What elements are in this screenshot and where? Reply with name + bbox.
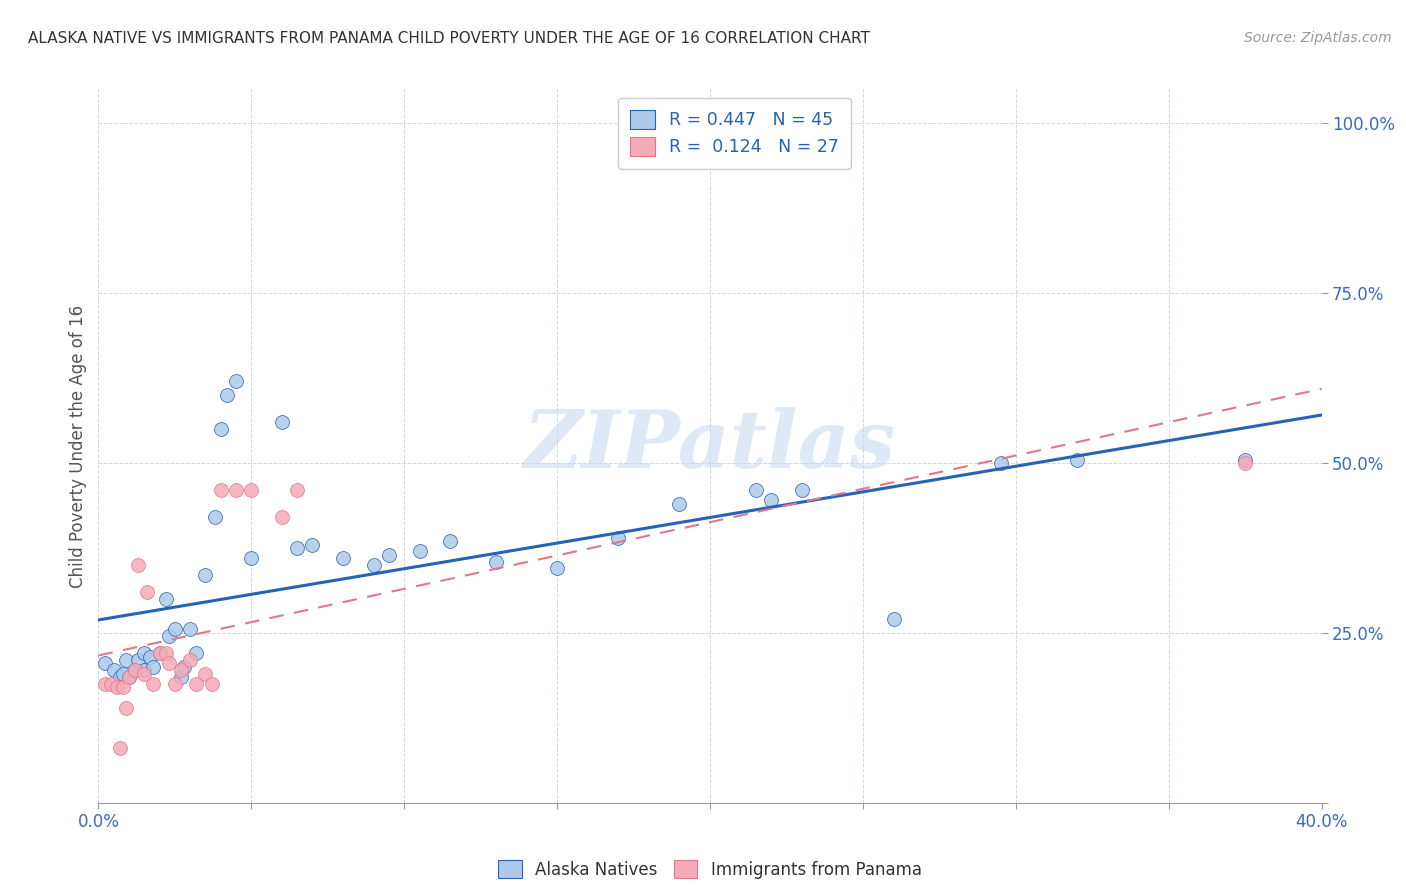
Point <box>270 415 292 429</box>
Point <box>1066 452 1088 467</box>
Point <box>200 677 222 691</box>
Point <box>332 551 354 566</box>
Y-axis label: Child Poverty Under the Age of 16: Child Poverty Under the Age of 16 <box>69 304 87 588</box>
Point <box>439 534 461 549</box>
Point <box>93 657 115 671</box>
Point <box>111 680 134 694</box>
Point <box>108 670 131 684</box>
Point <box>668 497 690 511</box>
Point <box>1234 452 1257 467</box>
Point <box>408 544 430 558</box>
Point <box>134 666 156 681</box>
Point <box>124 663 146 677</box>
Point <box>142 677 165 691</box>
Point <box>93 677 115 691</box>
Point <box>155 591 177 606</box>
Point <box>186 677 208 691</box>
Legend: Alaska Natives, Immigrants from Panama: Alaska Natives, Immigrants from Panama <box>491 852 929 888</box>
Point <box>990 456 1012 470</box>
Point <box>225 375 247 389</box>
Point <box>225 483 247 498</box>
Point <box>127 558 149 572</box>
Text: Source: ZipAtlas.com: Source: ZipAtlas.com <box>1244 31 1392 45</box>
Point <box>124 663 146 677</box>
Point <box>163 677 186 691</box>
Text: ZIPatlas: ZIPatlas <box>524 408 896 484</box>
Point <box>134 663 156 677</box>
Point <box>118 670 141 684</box>
Point <box>204 510 226 524</box>
Point <box>127 653 149 667</box>
Point <box>209 483 232 498</box>
Point <box>105 680 128 694</box>
Point <box>100 677 122 691</box>
Point <box>134 646 156 660</box>
Point <box>179 623 201 637</box>
Point <box>301 537 323 551</box>
Point <box>149 646 172 660</box>
Point <box>194 666 217 681</box>
Point <box>157 629 180 643</box>
Point <box>111 666 134 681</box>
Point <box>142 660 165 674</box>
Point <box>240 551 263 566</box>
Point <box>883 612 905 626</box>
Point <box>363 558 385 572</box>
Point <box>194 568 217 582</box>
Point <box>745 483 768 498</box>
Point <box>215 388 238 402</box>
Point <box>115 653 138 667</box>
Point <box>115 700 138 714</box>
Point <box>186 646 208 660</box>
Point <box>179 653 201 667</box>
Point <box>170 663 193 677</box>
Point <box>270 510 292 524</box>
Point <box>157 657 180 671</box>
Point <box>209 422 232 436</box>
Point <box>108 741 131 756</box>
Point <box>607 531 630 545</box>
Point <box>285 483 308 498</box>
Point <box>118 670 141 684</box>
Point <box>170 670 193 684</box>
Point <box>155 646 177 660</box>
Point <box>173 660 195 674</box>
Point <box>163 623 186 637</box>
Point <box>790 483 813 498</box>
Point <box>1234 456 1257 470</box>
Point <box>759 493 782 508</box>
Point <box>485 555 508 569</box>
Point <box>285 541 308 555</box>
Point <box>240 483 263 498</box>
Point <box>149 646 172 660</box>
Point <box>378 548 401 562</box>
Text: ALASKA NATIVE VS IMMIGRANTS FROM PANAMA CHILD POVERTY UNDER THE AGE OF 16 CORREL: ALASKA NATIVE VS IMMIGRANTS FROM PANAMA … <box>28 31 870 46</box>
Point <box>546 561 568 575</box>
Point <box>139 649 162 664</box>
Point <box>103 663 125 677</box>
Point <box>136 585 159 599</box>
